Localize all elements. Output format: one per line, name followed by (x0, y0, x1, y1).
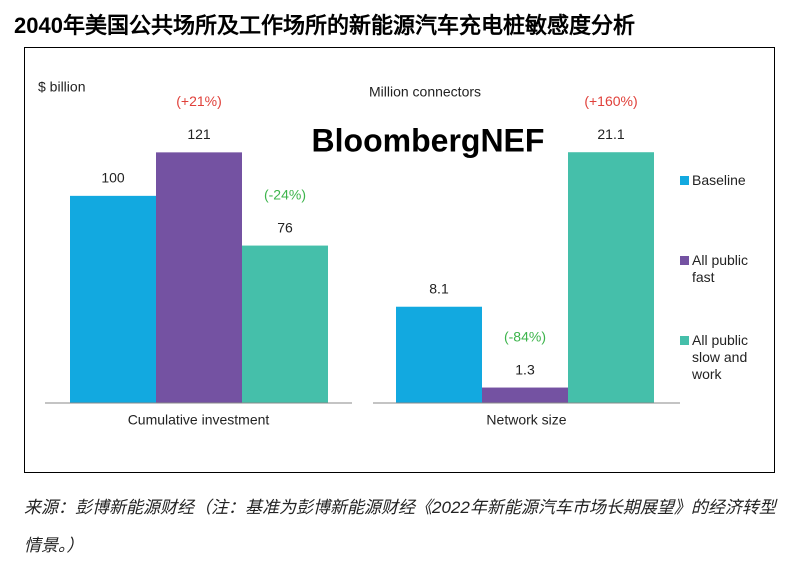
bar (156, 152, 242, 403)
legend-swatch (680, 336, 689, 345)
value-label: 1.3 (515, 361, 535, 377)
legend-label: All public fast (692, 252, 749, 285)
bar (396, 306, 482, 403)
chart-frame (24, 47, 775, 473)
change-annotation: (+160%) (584, 93, 637, 109)
legend-label: All public slow and work (692, 332, 749, 382)
unit-label: Million connectors (369, 84, 481, 100)
value-label: 100 (101, 170, 125, 186)
value-label: 121 (187, 126, 211, 142)
bar (70, 195, 156, 403)
unit-label: $ billion (38, 79, 85, 95)
value-label: 21.1 (597, 126, 624, 142)
change-annotation: (-24%) (264, 186, 306, 202)
value-label: 76 (277, 219, 293, 235)
bar (482, 387, 568, 403)
source-note: 来源：彭博新能源财经（注：基准为彭博新能源财经《2022年新能源汽车市场长期展望… (24, 498, 776, 555)
title: 2040年美国公共场所及工作场所的新能源汽车充电桩敏感度分析 (14, 13, 635, 38)
change-annotation: (+21%) (176, 93, 222, 109)
value-label: 8.1 (429, 280, 449, 296)
legend-label: Baseline (692, 172, 746, 188)
legend-swatch (680, 256, 689, 265)
bar (568, 152, 654, 403)
category-label: Network size (486, 412, 566, 428)
watermark: BloombergNEF (312, 122, 545, 158)
category-label: Cumulative investment (128, 412, 270, 428)
legend-swatch (680, 176, 689, 185)
change-annotation: (-84%) (504, 328, 546, 344)
bar (242, 245, 328, 403)
